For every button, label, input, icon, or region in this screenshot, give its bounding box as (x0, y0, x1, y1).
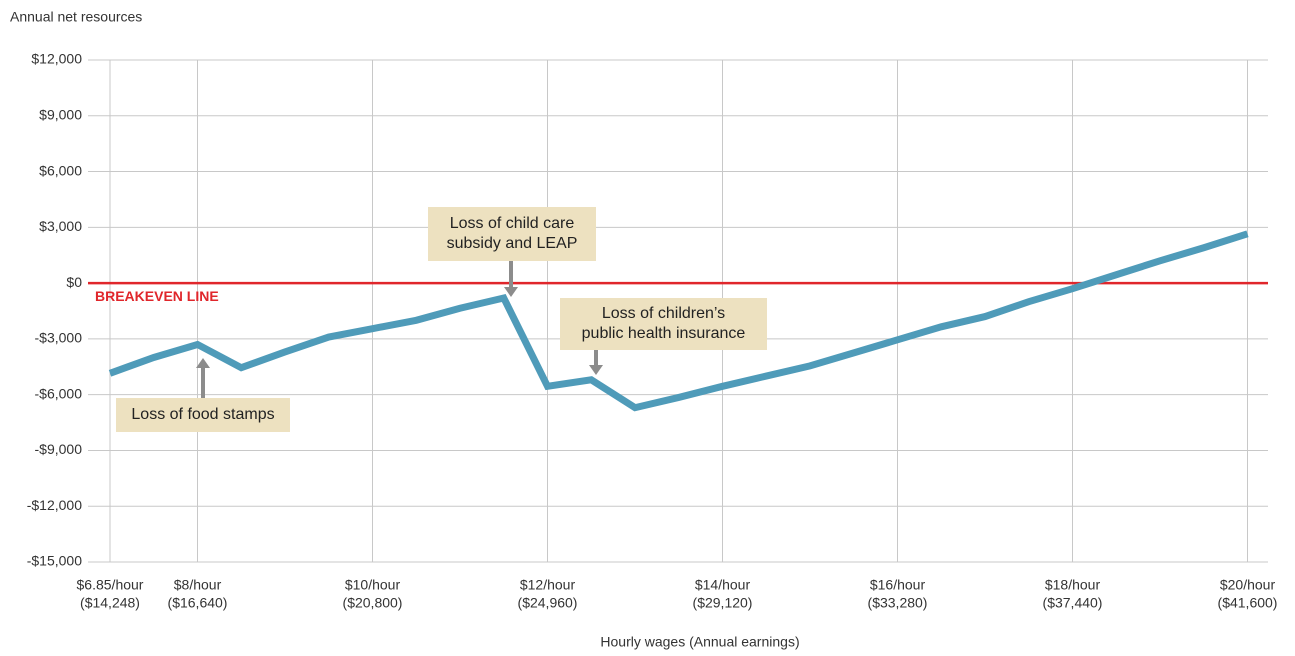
annotation-text: Loss of children’s (602, 305, 725, 322)
y-tick-label: -$3,000 (35, 330, 83, 346)
y-tick-label: $6,000 (39, 162, 82, 178)
y-axis-label: Annual net resources (10, 9, 142, 25)
annotation-box (116, 398, 290, 432)
y-tick-label: $12,000 (31, 51, 82, 67)
breakeven-label: BREAKEVEN LINE (95, 288, 219, 304)
annotation: Loss of child care subsidy and LEAP (428, 207, 596, 297)
x-tick-label: $16/hour (870, 577, 926, 593)
x-tick-label: $6.85/hour (77, 577, 144, 593)
annotation-arrowhead (196, 358, 210, 368)
annotation: Loss of food stamps (116, 358, 290, 432)
annotation-box (560, 298, 767, 350)
x-tick-label: $20/hour (1220, 577, 1276, 593)
y-tick-label: -$12,000 (27, 497, 82, 513)
y-tick-label: -$9,000 (35, 441, 83, 457)
annotation-text: Loss of child care (450, 215, 575, 232)
annotation-box (428, 207, 596, 261)
x-tick-sublabel: ($24,960) (518, 595, 578, 611)
annotation-arrowhead (589, 365, 603, 375)
y-tick-label: $0 (66, 274, 82, 290)
x-tick-label: $14/hour (695, 577, 751, 593)
y-tick-label: $9,000 (39, 106, 82, 122)
x-tick-sublabel: ($41,600) (1218, 595, 1278, 611)
x-tick-label: $12/hour (520, 577, 576, 593)
x-tick-sublabel: ($16,640) (168, 595, 228, 611)
annotation: Loss of children’s public health insuranc… (560, 298, 767, 375)
annotation-arrowhead (504, 287, 518, 297)
x-tick-sublabel: ($37,440) (1043, 595, 1103, 611)
x-tick-label: $8/hour (174, 577, 222, 593)
annotation-text: public health insurance (582, 325, 746, 342)
x-tick-label: $10/hour (345, 577, 401, 593)
annotation-text: Loss of food stamps (131, 406, 274, 423)
annotation-text: subsidy and LEAP (447, 235, 578, 252)
x-tick-sublabel: ($14,248) (80, 595, 140, 611)
y-tick-label: $3,000 (39, 218, 82, 234)
y-tick-label: -$15,000 (27, 553, 82, 569)
x-tick-label: $18/hour (1045, 577, 1101, 593)
data-line (108, 230, 1249, 412)
y-tick-label: -$6,000 (35, 385, 83, 401)
x-tick-sublabel: ($20,800) (343, 595, 403, 611)
x-tick-sublabel: ($33,280) (868, 595, 928, 611)
x-axis-label: Hourly wages (Annual earnings) (600, 634, 799, 650)
x-tick-sublabel: ($29,120) (693, 595, 753, 611)
